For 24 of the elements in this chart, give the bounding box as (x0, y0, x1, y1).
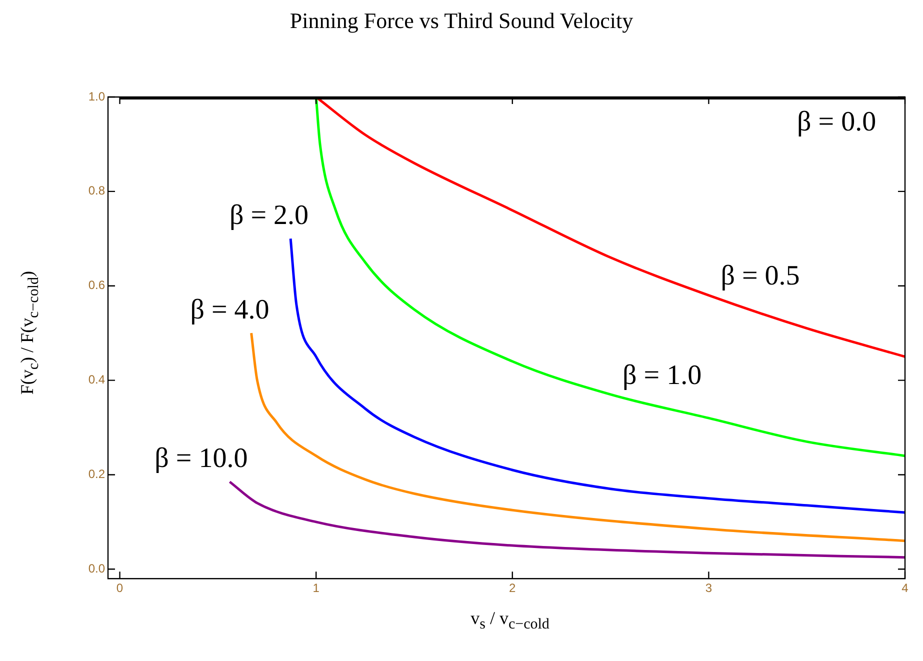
annotation: β = 0.0 (797, 106, 876, 138)
y-tick-label: 0.4 (88, 372, 106, 387)
line-series (314, 97, 905, 458)
x-tick-label: 1 (312, 581, 320, 596)
x-tick-label: 3 (705, 581, 712, 596)
line-series (250, 332, 905, 542)
line-series (289, 237, 905, 514)
annotation: β = 4.0 (190, 294, 270, 326)
y-tick-label: 1.0 (88, 89, 106, 104)
annotation: β = 1.0 (622, 360, 702, 391)
x-tick-label: 4 (902, 581, 909, 596)
line-series (314, 97, 905, 358)
x-axis-title: v$_{s}$ / v$_{c−cold}$ (470, 608, 550, 634)
y-tick-label: 0.0 (88, 561, 106, 576)
line-series (228, 480, 905, 559)
annotation: β = 0.5 (720, 260, 800, 292)
y-tick-label: 0.8 (88, 184, 106, 198)
chart-title: Pinning Force vs Third Sound Velocity (288, 8, 634, 34)
annotation: β = 10.0 (154, 443, 248, 474)
x-tick-label: 2 (509, 581, 516, 596)
y-tick-label: 0.2 (88, 467, 106, 482)
x-tick-label: 0 (116, 581, 124, 596)
annotation: β = 2.0 (230, 200, 309, 232)
y-tick-label: 0.6 (88, 278, 106, 292)
